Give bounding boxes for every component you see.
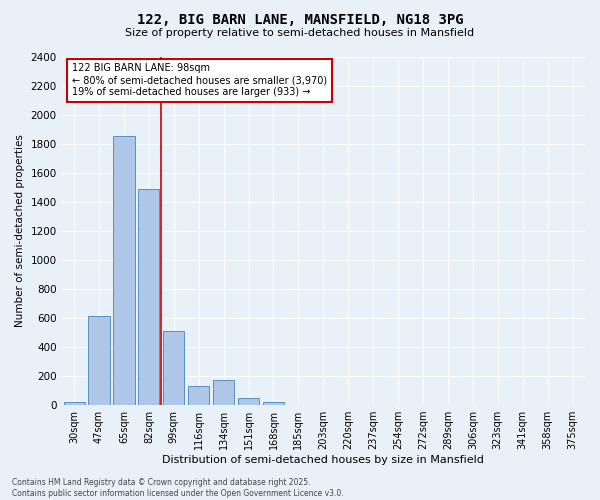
Bar [113,136,134,405]
Bar [64,402,85,405]
Text: 122, BIG BARN LANE, MANSFIELD, NG18 3PG: 122, BIG BARN LANE, MANSFIELD, NG18 3PG [137,12,463,26]
Bar [263,402,284,405]
Bar [188,386,209,405]
Text: Contains HM Land Registry data © Crown copyright and database right 2025.
Contai: Contains HM Land Registry data © Crown c… [12,478,344,498]
Bar [163,331,184,405]
Text: 122 BIG BARN LANE: 98sqm
← 80% of semi-detached houses are smaller (3,970)
19% o: 122 BIG BARN LANE: 98sqm ← 80% of semi-d… [72,64,327,96]
Bar [238,398,259,405]
Bar [88,316,110,405]
Bar [138,188,160,405]
X-axis label: Distribution of semi-detached houses by size in Mansfield: Distribution of semi-detached houses by … [163,455,484,465]
Text: Size of property relative to semi-detached houses in Mansfield: Size of property relative to semi-detach… [125,28,475,38]
Y-axis label: Number of semi-detached properties: Number of semi-detached properties [15,134,25,327]
Bar [213,380,234,405]
